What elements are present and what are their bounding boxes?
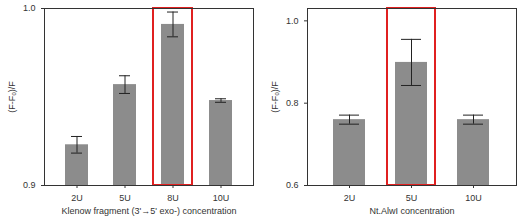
svg-text:Klenow fragment (3'→5' exo-) c: Klenow fragment (3'→5' exo-) concentrati… bbox=[61, 206, 236, 216]
svg-text:10U: 10U bbox=[465, 193, 482, 203]
svg-text:2U: 2U bbox=[71, 193, 83, 203]
svg-text:1.0: 1.0 bbox=[286, 16, 299, 26]
svg-text:0.6: 0.6 bbox=[286, 180, 299, 190]
svg-text:0.8: 0.8 bbox=[286, 98, 299, 108]
svg-text:8U: 8U bbox=[167, 193, 179, 203]
svg-text:5U: 5U bbox=[406, 193, 418, 203]
svg-text:1.0: 1.0 bbox=[23, 3, 36, 13]
svg-text:Nt.AlwI concentration: Nt.AlwI concentration bbox=[369, 206, 454, 216]
svg-text:(F-F₀)/F: (F-F₀)/F bbox=[270, 81, 280, 113]
svg-text:2U: 2U bbox=[344, 193, 356, 203]
svg-text:5U: 5U bbox=[119, 193, 131, 203]
svg-text:(F-F₀)/F: (F-F₀)/F bbox=[7, 81, 17, 113]
svg-text:0.9: 0.9 bbox=[23, 180, 36, 190]
svg-text:10U: 10U bbox=[213, 193, 230, 203]
